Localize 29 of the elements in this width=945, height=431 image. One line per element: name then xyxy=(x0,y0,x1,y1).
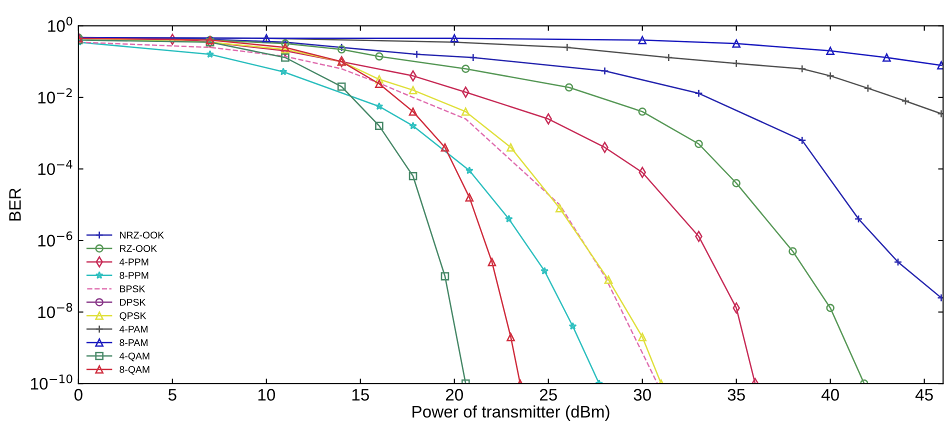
y-tick-label: 10$^{−2}$ xyxy=(38,88,72,104)
x-tick-label: 25 xyxy=(540,388,557,401)
legend-label: NRZ-OOK xyxy=(120,232,164,239)
legend-label: 8-QAM xyxy=(120,366,150,375)
legend-label: 8-PPM xyxy=(120,272,148,279)
x-tick-label: 10 xyxy=(258,388,276,401)
y-axis-title: BER xyxy=(9,188,21,220)
x-tick-label: 20 xyxy=(446,388,463,401)
y-tick-label: 10$^{−8}$ xyxy=(38,302,72,318)
x-tick-label: 15 xyxy=(352,389,369,401)
legend-label: 4-PAM xyxy=(119,326,148,333)
legend-label: QPSK xyxy=(120,312,146,321)
legend-label: 8-PAM xyxy=(120,339,148,346)
legend-label: DPSK xyxy=(120,298,146,306)
x-tick-label: 40 xyxy=(821,388,839,401)
legend-label: RZ-OOK xyxy=(120,245,157,252)
x-tick-label: 35 xyxy=(728,388,745,401)
x-tick-label: 5 xyxy=(168,389,176,401)
y-tick-label: 10$^{−4}$ xyxy=(38,160,72,176)
legend-label: 4-PPM xyxy=(119,258,148,266)
legend-label: 4-QAM xyxy=(119,352,150,362)
legend-label: BPSK xyxy=(120,285,146,292)
x-tick-label: 45 xyxy=(915,389,933,401)
y-tick-label: 10$^{−10}$ xyxy=(31,374,72,390)
x-axis-title: Power of transmitter (dBm) xyxy=(412,405,610,421)
y-tick-label: 10$^{−6}$ xyxy=(38,231,72,247)
y-tick-label: 10$^{0}$ xyxy=(48,16,72,32)
x-tick-label: 0 xyxy=(74,388,82,401)
x-tick-label: 30 xyxy=(634,388,651,401)
